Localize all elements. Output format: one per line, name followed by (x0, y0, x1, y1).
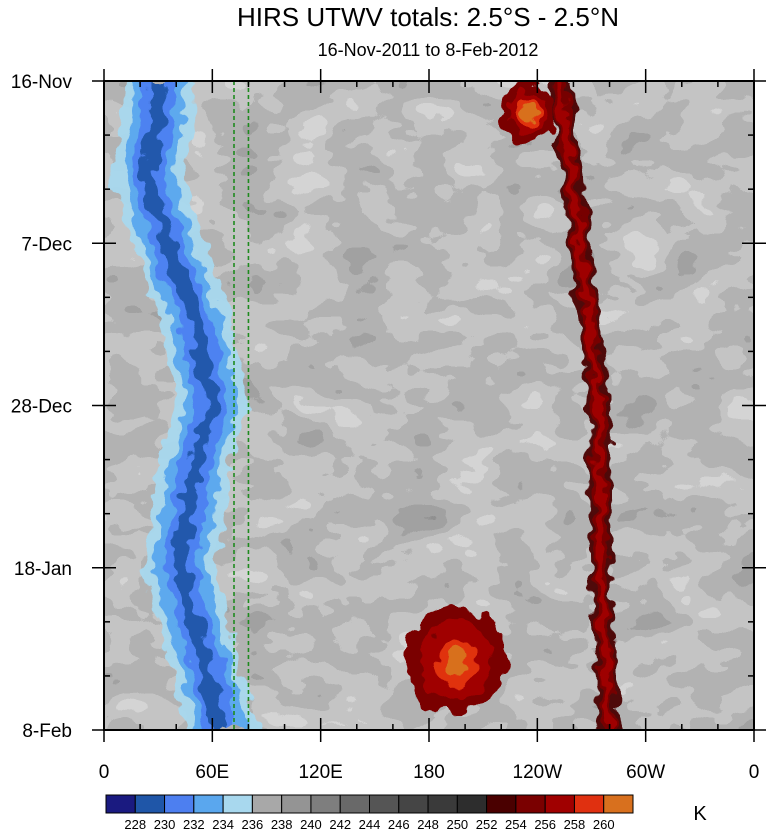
colorbar-swatch (369, 794, 400, 814)
y-tick-label: 28-Dec (11, 397, 72, 418)
x-tick-label: 60W (626, 762, 665, 783)
colorbar-swatch (339, 794, 371, 814)
colorbar-label: 248 (417, 817, 439, 830)
colorbar-swatch (486, 794, 517, 814)
reference-lines (233, 81, 250, 730)
x-tick-label: 120W (513, 762, 563, 783)
y-axis: 16-Nov 7-Dec 28-Dec 18-Jan 8-Feb (11, 72, 766, 742)
colorbar-label: 254 (505, 817, 527, 830)
colorbar-label: 232 (183, 817, 205, 830)
colorbar-label: 238 (271, 817, 293, 830)
x-tick-label: 60E (195, 762, 229, 783)
colorbar-label: 252 (476, 817, 498, 830)
x-tick-label: 0 (749, 762, 760, 783)
colorbar-label: 228 (124, 817, 146, 830)
warm-blob-3-3 (443, 646, 469, 674)
colorbar-label: 242 (329, 817, 351, 830)
x-tick-label: 180 (413, 762, 445, 783)
colorbar-swatch (398, 794, 429, 814)
x-axis: 0 60E 120E 180 120W 60W 0 (99, 69, 760, 783)
colorbar-label: 234 (212, 817, 234, 830)
x-tick-label: 0 (99, 762, 110, 783)
y-tick-label: 16-Nov (11, 72, 73, 93)
colorbar: 228 230 232 234 236 238 240 242 244 246 248 250 252 2… (105, 794, 707, 830)
colorbar-label: 260 (593, 817, 615, 830)
colorbar-swatch (515, 794, 546, 814)
colorbar-swatch (573, 794, 605, 814)
chart-subtitle: 16-Nov-2011 to 8-Feb-2012 (317, 40, 539, 60)
features-layer (111, 81, 621, 730)
y-tick-label: 18-Jan (14, 559, 72, 580)
colorbar-label: 244 (359, 817, 381, 830)
colorbar-swatch (544, 794, 575, 814)
colorbar-swatch (427, 794, 458, 814)
colorbar-swatch (456, 794, 488, 814)
colorbar-swatch (281, 794, 312, 814)
colorbar-label: 258 (564, 817, 586, 830)
colorbar-swatch (251, 794, 283, 814)
colorbar-label: 230 (154, 817, 176, 830)
colorbar-swatch (164, 794, 195, 814)
cold-band-layer-3 (140, 81, 229, 730)
warm-blob-2-3 (521, 104, 536, 120)
y-tick-label: 7-Dec (21, 234, 72, 255)
cold-band-layer-2 (131, 81, 238, 730)
colorbar-label: 236 (242, 817, 264, 830)
colorbar-swatch (603, 794, 634, 814)
colorbar-label: 250 (446, 817, 468, 830)
colorbar-label: 246 (388, 817, 410, 830)
colorbar-swatch (310, 794, 341, 814)
colorbar-swatch (222, 794, 253, 814)
colorbar-swatch (105, 794, 136, 814)
colorbar-label: 240 (300, 817, 322, 830)
colorbar-label: 256 (534, 817, 556, 830)
x-tick-label: 120E (298, 762, 342, 783)
y-tick-label: 8-Feb (22, 721, 72, 742)
colorbar-swatch (193, 794, 224, 814)
warm-band-layer-2 (555, 81, 613, 730)
chart-title: HIRS UTWV totals: 2.5°S - 2.5°N (236, 2, 619, 32)
colorbar-swatch (134, 794, 166, 814)
colorbar-unit: K (693, 803, 707, 825)
plot-area (104, 81, 754, 730)
